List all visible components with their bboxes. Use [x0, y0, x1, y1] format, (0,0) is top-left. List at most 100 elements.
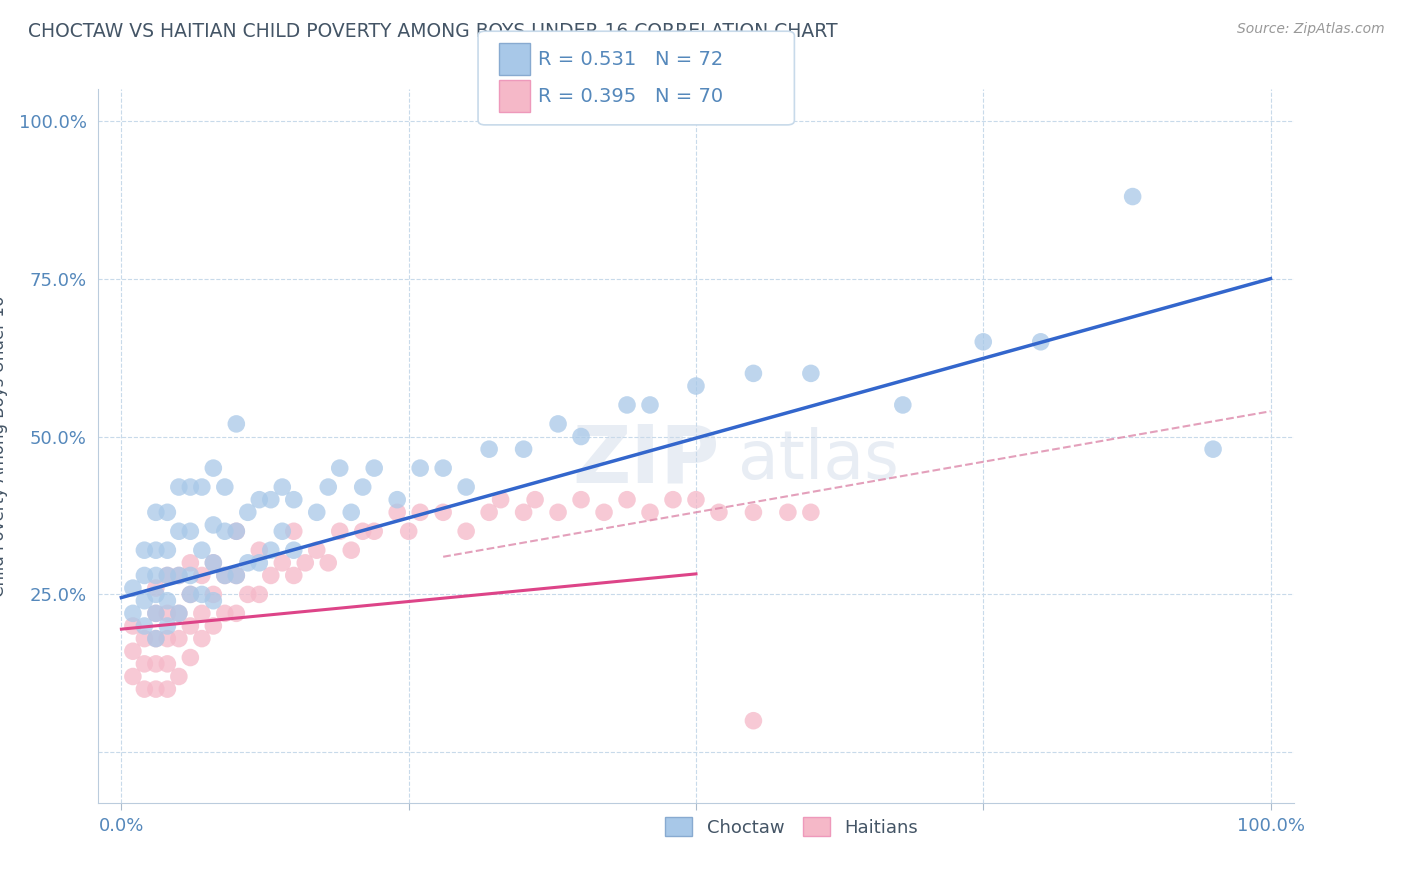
- Point: [271, 524, 294, 539]
- Point: [685, 379, 707, 393]
- Point: [340, 543, 363, 558]
- Point: [145, 607, 167, 621]
- Point: [122, 669, 145, 683]
- Point: [145, 657, 167, 671]
- Point: [122, 607, 145, 621]
- Point: [283, 492, 305, 507]
- Point: [156, 543, 179, 558]
- Point: [776, 505, 799, 519]
- Point: [478, 505, 501, 519]
- Point: [145, 632, 167, 646]
- Point: [156, 607, 179, 621]
- Point: [329, 461, 352, 475]
- Point: [742, 367, 765, 381]
- Point: [1202, 442, 1225, 457]
- Point: [352, 524, 374, 539]
- Point: [638, 398, 661, 412]
- Point: [316, 480, 339, 494]
- Point: [134, 632, 156, 646]
- Point: [1122, 189, 1144, 203]
- Point: [167, 480, 190, 494]
- Point: [363, 524, 385, 539]
- Point: [202, 619, 225, 633]
- Point: [283, 524, 305, 539]
- Point: [156, 682, 179, 697]
- Point: [167, 524, 190, 539]
- Point: [569, 492, 592, 507]
- Point: [167, 568, 190, 582]
- Point: [134, 568, 156, 582]
- Point: [156, 657, 179, 671]
- Point: [225, 524, 247, 539]
- Point: [316, 556, 339, 570]
- Point: [134, 593, 156, 607]
- Point: [363, 461, 385, 475]
- Point: [225, 524, 247, 539]
- Point: [167, 568, 190, 582]
- Point: [145, 543, 167, 558]
- Point: [236, 505, 259, 519]
- Point: [134, 682, 156, 697]
- Point: [179, 556, 201, 570]
- Point: [638, 505, 661, 519]
- Point: [145, 568, 167, 582]
- Point: [156, 619, 179, 633]
- Point: [456, 524, 478, 539]
- Point: [236, 556, 259, 570]
- Text: ZIP: ZIP: [572, 421, 720, 500]
- Point: [202, 461, 225, 475]
- Point: [305, 505, 328, 519]
- Point: [593, 505, 616, 519]
- Point: [685, 492, 707, 507]
- Point: [972, 334, 994, 349]
- Point: [260, 492, 283, 507]
- Point: [569, 429, 592, 443]
- Text: atlas: atlas: [738, 427, 898, 493]
- Point: [329, 524, 352, 539]
- Point: [202, 587, 225, 601]
- Point: [191, 543, 214, 558]
- Point: [202, 517, 225, 532]
- Point: [122, 619, 145, 633]
- Point: [167, 607, 190, 621]
- Point: [891, 398, 914, 412]
- Point: [145, 607, 167, 621]
- Point: [202, 593, 225, 607]
- Text: Source: ZipAtlas.com: Source: ZipAtlas.com: [1237, 22, 1385, 37]
- Point: [800, 505, 823, 519]
- Legend: Choctaw, Haitians: Choctaw, Haitians: [658, 810, 925, 844]
- Point: [179, 587, 201, 601]
- Point: [134, 657, 156, 671]
- Point: [247, 492, 270, 507]
- Point: [179, 587, 201, 601]
- Point: [191, 632, 214, 646]
- Point: [214, 568, 236, 582]
- Point: [214, 568, 236, 582]
- Point: [1029, 334, 1052, 349]
- Point: [547, 505, 569, 519]
- Point: [156, 593, 179, 607]
- Y-axis label: Child Poverty Among Boys Under 16: Child Poverty Among Boys Under 16: [0, 295, 7, 597]
- Point: [616, 492, 638, 507]
- Point: [167, 669, 190, 683]
- Point: [385, 492, 409, 507]
- Point: [340, 505, 363, 519]
- Point: [478, 442, 501, 457]
- Point: [225, 568, 247, 582]
- Point: [167, 632, 190, 646]
- Point: [236, 587, 259, 601]
- Point: [432, 461, 454, 475]
- Point: [271, 480, 294, 494]
- Point: [145, 632, 167, 646]
- Point: [145, 682, 167, 697]
- Text: R = 0.395   N = 70: R = 0.395 N = 70: [538, 87, 724, 106]
- Point: [214, 524, 236, 539]
- Point: [179, 524, 201, 539]
- Point: [225, 568, 247, 582]
- Point: [179, 650, 201, 665]
- Point: [225, 607, 247, 621]
- Point: [214, 607, 236, 621]
- Point: [179, 619, 201, 633]
- Point: [409, 461, 432, 475]
- Point: [294, 556, 316, 570]
